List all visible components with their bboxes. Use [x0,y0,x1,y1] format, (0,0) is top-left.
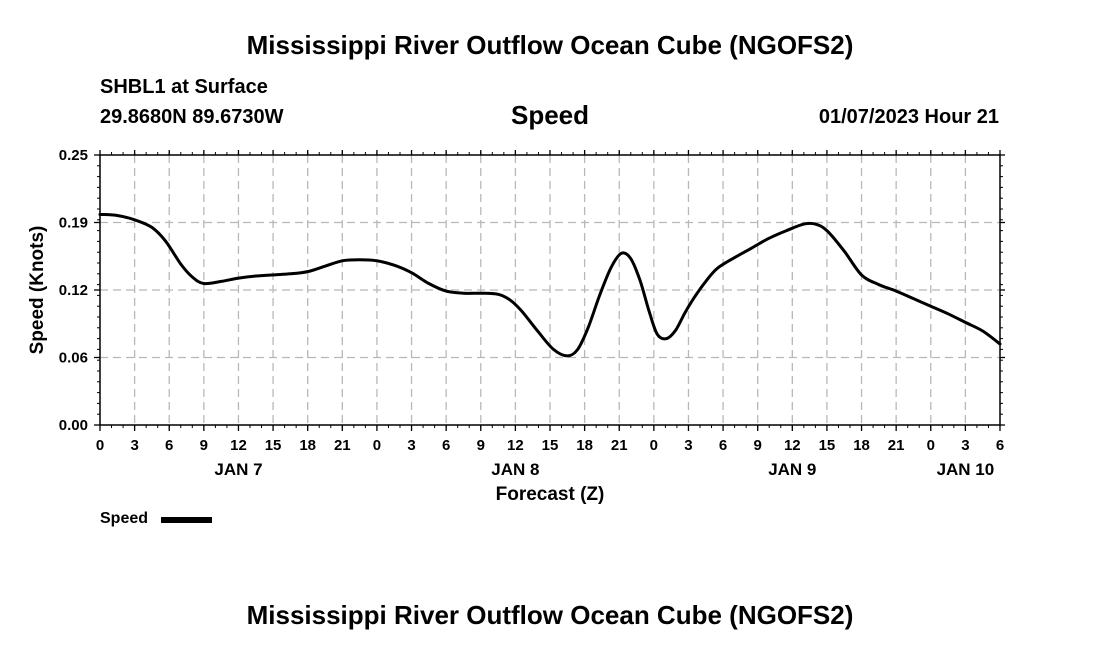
y-tick-label: 0.06 [59,350,88,367]
x-tick-label: 15 [542,437,559,454]
x-tick-label: 6 [996,437,1004,454]
x-tick-label: 3 [961,437,969,454]
x-tick-label: 18 [299,437,316,454]
y-tick-label: 0.19 [59,215,88,232]
day-label: JAN 7 [214,460,262,479]
station-coordinates: 29.8680N 89.6730W [100,106,284,128]
x-axis-label: Forecast (Z) [496,484,605,505]
x-tick-label: 12 [784,437,801,454]
chart-bottom-title: Mississippi River Outflow Ocean Cube (NG… [246,600,854,630]
x-tick-label: 18 [853,437,870,454]
x-tick-label: 6 [165,437,173,454]
y-axis-label: Speed (Knots) [27,226,48,355]
x-tick-label: 18 [576,437,593,454]
x-tick-label: 21 [611,437,628,454]
legend-swatch [161,517,212,523]
x-axis: 0 3 6 9 12 15 18 21 0 3 6 9 12 15 18 21 0 3 6 9 12 15 18 21 0 3 6 [96,150,1004,454]
y-tick-label: 0.25 [59,147,88,164]
x-tick-label: 21 [888,437,905,454]
x-tick-label: 15 [819,437,836,454]
x-tick-label: 12 [507,437,524,454]
y-tick-label: 0.00 [59,417,88,434]
station-label: SHBL1 at Surface [100,76,268,98]
speed-series-line [98,212,1002,358]
legend-label: Speed [100,510,149,527]
day-label: JAN 9 [768,460,816,479]
x-tick-label: 0 [927,437,935,454]
x-tick-label: 12 [230,437,247,454]
variable-title: Speed [510,100,590,130]
x-tick-label: 6 [442,437,450,454]
x-tick-label: 21 [334,437,351,454]
day-label: JAN 8 [491,460,539,479]
x-tick-label: 0 [650,437,658,454]
x-tick-label: 9 [200,437,208,454]
x-tick-label: 3 [684,437,692,454]
x-tick-label: 9 [754,437,762,454]
y-tick-label: 0.12 [59,282,88,299]
x-tick-label: 15 [265,437,282,454]
y-axis: 0.00 0.06 0.12 0.19 0.25 [59,147,1005,434]
x-tick-label: 0 [373,437,381,454]
x-tick-label: 9 [477,437,485,454]
day-labels: JAN 7 JAN 8 JAN 9 JAN 10 [214,460,994,479]
x-tick-label: 3 [130,437,138,454]
day-label: JAN 10 [937,460,995,479]
x-tick-label: 6 [719,437,727,454]
chart-main-title: Mississippi River Outflow Ocean Cube (NG… [246,30,854,60]
forecast-datetime: 01/07/2023 Hour 21 [818,106,999,128]
x-tick-label: 0 [96,437,104,454]
chart-grid [100,155,1000,425]
x-tick-label: 3 [407,437,415,454]
